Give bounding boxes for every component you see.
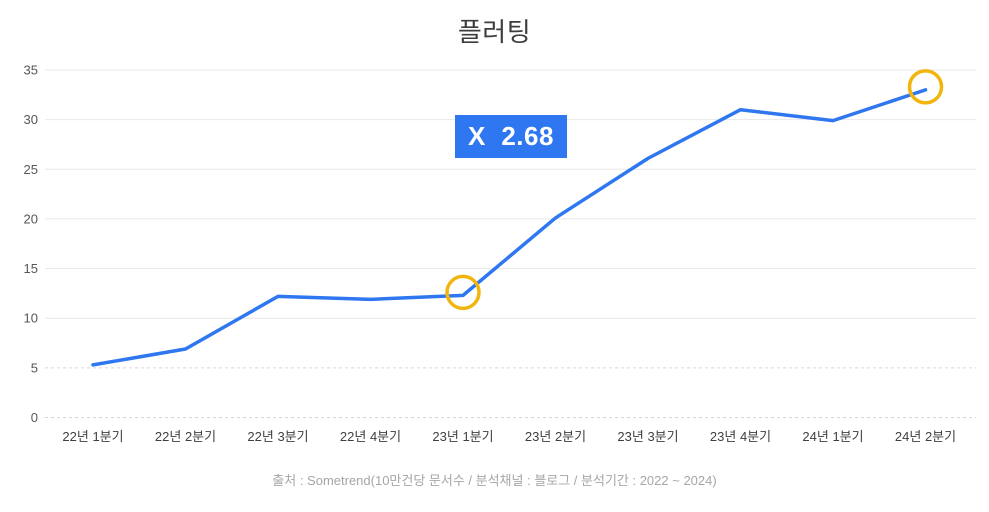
y-tick-label: 35 (24, 63, 38, 78)
x-tick-label: 23년 1분기 (432, 429, 493, 444)
highlight-circle (907, 69, 944, 105)
trend-line (91, 88, 928, 367)
x-tick-label: 24년 1분기 (802, 429, 863, 444)
x-axis-labels: 22년 1분기 22년 2분기 22년 3분기 22년 4분기 23년 1분기 23년 2… (62, 429, 956, 444)
y-tick-label: 0 (31, 410, 38, 425)
x-tick-label: 22년 4분기 (340, 429, 401, 444)
y-tick-label: 25 (24, 162, 38, 177)
line-chart: 0 5 10 15 20 25 30 35 22년 1분기 22년 2분기 22년 3분기 22년 4… (24, 63, 976, 444)
source-note: 출처 : Sometrend(10만건당 문서수 / 분석채널 : 블로그 / … (272, 473, 717, 488)
x-tick-label: 23년 3분기 (617, 429, 678, 444)
chart-title: 플러팅 (457, 17, 532, 47)
highlight-circle (445, 274, 481, 311)
y-axis-labels: 0 5 10 15 20 25 30 35 (24, 63, 38, 426)
y-tick-label: 30 (24, 112, 38, 127)
x-tick-label: 22년 3분기 (247, 429, 308, 444)
y-tick-label: 20 (24, 211, 38, 226)
x-tick-label: 22년 1분기 (62, 429, 123, 444)
y-tick-label: 5 (31, 360, 38, 375)
multiplier-badge: X 2.68 (455, 115, 567, 158)
x-tick-label: 23년 4분기 (710, 429, 771, 444)
x-tick-label: 23년 2분기 (525, 429, 586, 444)
y-tick-label: 10 (24, 311, 38, 326)
x-tick-label: 24년 2분기 (895, 429, 956, 444)
y-tick-label: 15 (24, 261, 38, 276)
x-tick-label: 22년 2분기 (155, 429, 216, 444)
